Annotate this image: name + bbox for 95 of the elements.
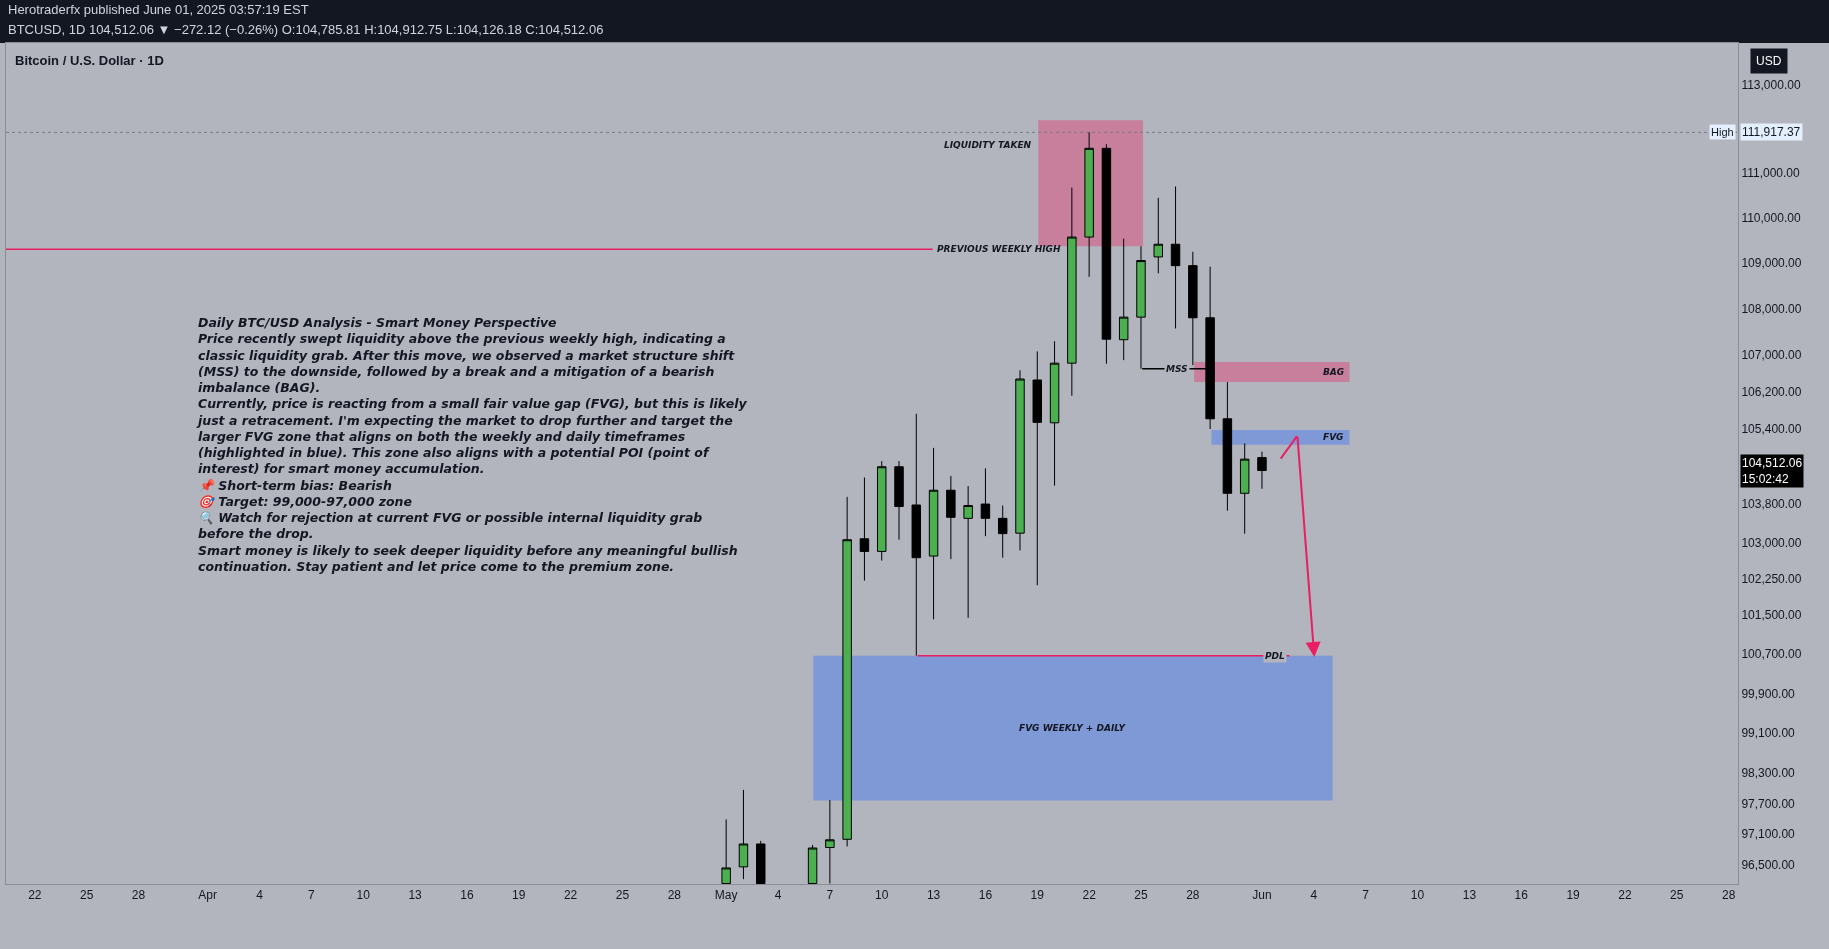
x-tick-label: 28 — [131, 888, 146, 903]
candlestick — [1257, 451, 1267, 490]
y-tick-label: 106,200.00 — [1741, 384, 1802, 399]
x-tick-label: 4 — [256, 888, 264, 903]
y-tick-label: 96,500.00 — [1741, 857, 1796, 872]
x-tick-label: 4 — [1310, 888, 1318, 903]
x-tick-label: 10 — [1410, 888, 1425, 903]
x-tick-label: 28 — [1186, 888, 1200, 903]
candlestick — [807, 844, 818, 884]
candlestick — [1067, 187, 1077, 397]
ref-line-label: PREVIOUS WEEKLY HIGH — [937, 244, 1062, 254]
x-tick-label: 13 — [926, 888, 941, 903]
y-tick-label: 100,700.00 — [1741, 647, 1802, 662]
text: 104,512.06 15:02:42 — [1742, 456, 1803, 486]
candlestick — [876, 460, 887, 562]
text: Daily BTC/USD Analysis - Smart Money Perspective Price recently swept liquidity above the previous weekly high, indicating a classic liquidity grab. After this move, we observed a market structure shift (MSS) to the downside, followed by a break and a mitigation of a bearish imbalance (BAG). Currently, price is reacting from a small fair value gap (FVG), but this is likely just a retracement. I'm expecting the market to drop further and target the larger FVG zone that aligns on both the weekly and daily timeframes (highlighted in blue). This zone also aligns with a potential POI (point of interest) for smart money accumulation. 📌 Short-term bias: Bearish 🎯 Target: 99,000-97,000 zone 🔍 Watch for rejection at current FVG or possible internal liquidity grab before the drop. Smart money is likely to seek deeper liquidity before any meaningful bullish continuation. Stay patient and let price come to the premium zone. — [198, 315, 747, 574]
candlestick — [1239, 442, 1250, 535]
x-tick-label: 16 — [978, 888, 993, 903]
candlestick — [911, 413, 922, 657]
x-tick-label: 22 — [28, 888, 42, 903]
y-tick-label: 105,400.00 — [1741, 421, 1802, 436]
y-tick-label: 97,100.00 — [1741, 827, 1796, 842]
candlestick — [946, 475, 956, 560]
x-tick-label: 28 — [1721, 888, 1736, 903]
y-tick-label: 98,300.00 — [1741, 766, 1796, 781]
candlestick — [738, 789, 749, 880]
candlestick — [721, 818, 731, 884]
x-tick-label: 22 — [563, 888, 578, 903]
x-tick-label: Jun — [1252, 888, 1272, 903]
text: BTCUSD, 1D 104,512.06 ▼ −272.12 (−0.26%) O:104,785.81 H:104,912.75 L:104,126.18 C:104,512.06 — [8, 22, 604, 37]
candlestick — [980, 467, 991, 537]
candlestick — [842, 496, 852, 847]
y-tick-label: 97,700.00 — [1741, 796, 1796, 811]
x-tick-label: 25 — [1134, 888, 1148, 903]
y-tick-label: 99,900.00 — [1741, 686, 1796, 701]
band-label: FVG WEEKLY + DAILY — [1019, 723, 1127, 733]
band-label: BAG — [1323, 367, 1345, 377]
candlestick — [1101, 143, 1112, 365]
text: Bitcoin / U.S. Dollar · 1D — [15, 52, 164, 68]
candlestick — [997, 505, 1008, 559]
candlestick — [1188, 251, 1198, 366]
candlestick — [963, 485, 973, 619]
x-tick-label: 25 — [79, 888, 94, 903]
text: Herotraderfx published June 01, 2025 03:57:19 EST — [8, 2, 309, 17]
y-tick-label: 111,000.00 — [1741, 166, 1800, 181]
x-tick-label: 19 — [512, 888, 526, 903]
y-tick-label: 113,000.00 — [1741, 77, 1801, 92]
band-label: LIQUIDITY TAKEN — [944, 140, 1032, 150]
x-tick-label: 7 — [1362, 888, 1370, 903]
x-tick-label: 22 — [1082, 888, 1097, 903]
candlestick — [1222, 381, 1233, 512]
x-tick-label: 19 — [1030, 888, 1045, 903]
candlestick — [1118, 238, 1129, 361]
x-tick-label: 19 — [1566, 888, 1581, 903]
y-tick-label: 103,800.00 — [1741, 497, 1802, 512]
band-label: FVG — [1323, 432, 1344, 442]
candlestick — [756, 840, 766, 884]
ref-line-label: High — [1711, 126, 1734, 138]
y-tick-label: 102,250.00 — [1741, 571, 1802, 586]
text: USD — [1756, 54, 1782, 68]
x-tick-label: 25 — [1670, 888, 1684, 903]
x-tick-label: May — [714, 888, 738, 903]
x-tick-label: 13 — [1462, 888, 1477, 903]
candlestick — [825, 799, 835, 884]
candlestick — [1015, 369, 1025, 551]
x-tick-label: 28 — [667, 888, 682, 903]
candlestick — [1170, 186, 1181, 329]
text: 111,917.37 — [1742, 125, 1801, 139]
x-tick-label: 25 — [615, 888, 630, 903]
y-tick-label: 101,500.00 — [1741, 608, 1802, 623]
y-tick-label: 109,000.00 — [1741, 256, 1802, 271]
y-tick-label: 110,000.00 — [1741, 210, 1801, 225]
x-tick-label: 22 — [1618, 888, 1632, 903]
ref-line-label: MSS — [1166, 364, 1188, 374]
x-tick-label: 16 — [460, 888, 474, 903]
candlestick — [1032, 350, 1043, 586]
y-tick-label: 107,000.00 — [1741, 347, 1802, 362]
candlestick — [1049, 340, 1060, 487]
x-tick-label: Apr — [198, 888, 217, 903]
y-tick-label: 103,000.00 — [1741, 535, 1802, 550]
x-tick-label: 10 — [356, 888, 371, 903]
ref-line-label: PDL — [1265, 651, 1286, 661]
x-tick-label: 4 — [774, 888, 782, 903]
y-tick-label: 108,000.00 — [1741, 301, 1802, 316]
candlestick — [928, 447, 939, 620]
candlestick — [894, 460, 904, 541]
candlestick — [1153, 197, 1163, 274]
x-tick-label: 10 — [875, 888, 889, 903]
x-tick-label: 7 — [826, 888, 834, 903]
x-tick-label: 7 — [308, 888, 316, 903]
y-tick-label: 99,100.00 — [1741, 726, 1796, 741]
x-tick-label: 13 — [408, 888, 423, 903]
x-tick-label: 16 — [1514, 888, 1529, 903]
candlestick — [859, 476, 870, 582]
candlestick — [1084, 131, 1094, 278]
